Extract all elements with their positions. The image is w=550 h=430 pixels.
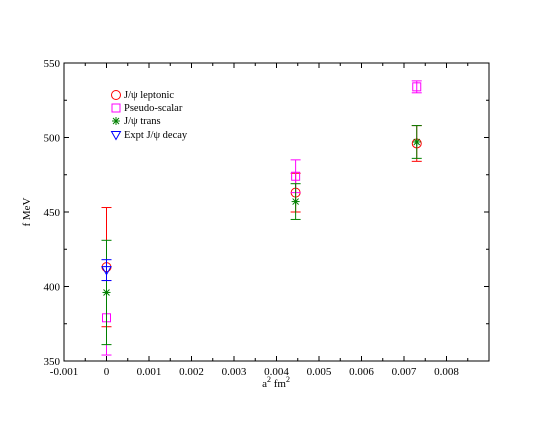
- x-tick-label: 0.002: [179, 366, 204, 378]
- legend-marker-j-leptonic: [111, 90, 121, 100]
- legend-label-pseudo-scalar: Pseudo-scalar: [124, 103, 183, 114]
- x-tick-label: 0.005: [307, 366, 332, 378]
- legend-marker-j-trans-stroke: [112, 117, 120, 125]
- data-layer: [101, 80, 422, 356]
- legend-markers: [110, 90, 122, 141]
- x-tick-label: 0: [104, 366, 110, 378]
- pseudo-scalar-point-shape: [412, 82, 422, 92]
- x-tick-label: 0.003: [222, 366, 247, 378]
- pseudo-scalar-point: [291, 171, 301, 181]
- legend-marker-expt-j-decay-shape: [110, 131, 122, 141]
- j-trans-point-stroke: [103, 289, 110, 296]
- pseudo-scalar-point: [412, 82, 422, 92]
- expt-j-decay-point: [101, 266, 112, 276]
- expt-j-decay-point-shape: [101, 266, 112, 276]
- j-trans-point-stroke: [413, 138, 421, 146]
- ticks-layer: -0.001 0 0.001 0.002 0.003 0.004 0.005 0.006 0.0…: [44, 58, 489, 378]
- legend-label-jpsi-leptonic: J/ψ leptonic: [124, 90, 174, 101]
- legend-marker-expt-j-decay: [110, 131, 122, 141]
- legend-marker-j-leptonic-shape: [111, 90, 121, 100]
- j-trans-point: [291, 197, 300, 206]
- y-tick-label: 450: [44, 207, 61, 219]
- legend-marker-pseudo-scalar: [111, 103, 121, 113]
- j-trans-point: [412, 137, 421, 146]
- y-axis-title: f MeV: [21, 197, 33, 226]
- j-trans-point: [102, 288, 111, 297]
- y-tick-label: 550: [44, 58, 61, 70]
- j-trans-point-stroke: [292, 198, 299, 205]
- legend-label-expt-decay: Expt J/ψ decay: [124, 130, 188, 141]
- x-tick-label: 0.008: [434, 366, 459, 378]
- x-tick-label: 0.006: [349, 366, 374, 378]
- legend: J/ψ leptonic Pseudo-scalar J/ψ trans Exp…: [110, 90, 188, 141]
- legend-marker-j-trans: [112, 117, 120, 125]
- expt-j-decay-error-bar: [101, 259, 112, 282]
- y-tick-label: 400: [44, 282, 61, 294]
- x-tick-label: 0.007: [392, 366, 417, 378]
- x-tick-label: 0.001: [137, 366, 162, 378]
- legend-marker-pseudo-scalar-shape: [111, 103, 121, 113]
- legend-label-jpsi-trans: J/ψ trans: [124, 116, 161, 127]
- x-axis-title: a2 fm2: [262, 375, 290, 390]
- y-tick-label: 500: [44, 133, 61, 145]
- x-tick-label: 0.004: [264, 366, 289, 378]
- x-tick-label: -0.001: [50, 366, 78, 378]
- y-tick-label: 350: [44, 356, 61, 368]
- pseudo-scalar-point-shape: [291, 171, 301, 181]
